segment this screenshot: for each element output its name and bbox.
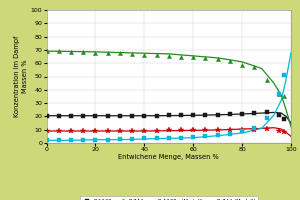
X-axis label: Entwichene Menge, Massen %: Entwichene Menge, Massen % <box>118 154 219 160</box>
Legend: R-1132a, R-23, R-744, R-125, R-1132a (Modell), R-23 (Modell), R-744 (Modell), R-: R-1132a, R-23, R-744, R-125, R-1132a (Mo… <box>80 196 258 200</box>
Y-axis label: Konzentration im Dampf
Massen %: Konzentration im Dampf Massen % <box>14 36 28 117</box>
